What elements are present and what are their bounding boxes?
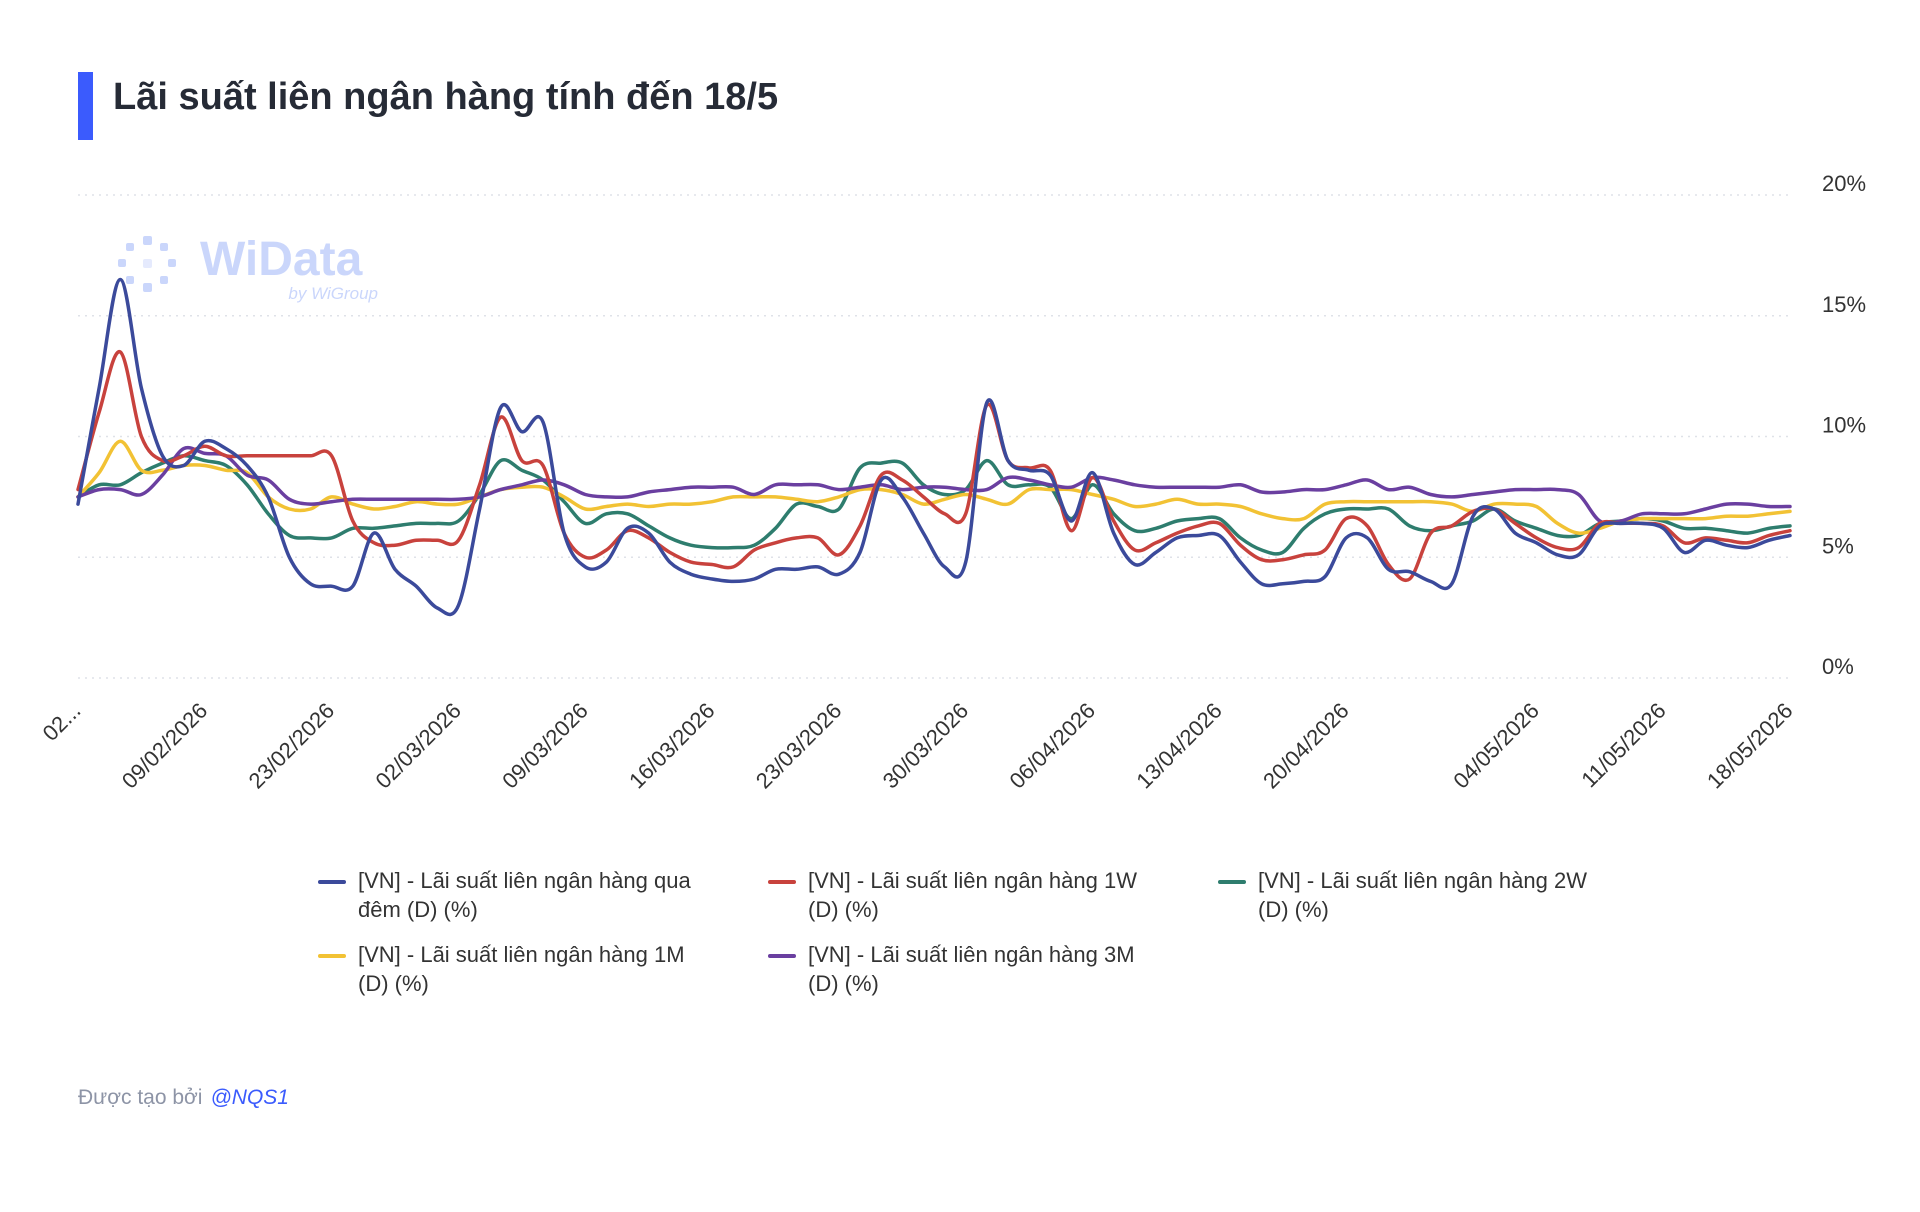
legend-swatch (318, 880, 346, 884)
legend-swatch (768, 880, 796, 884)
x-tick-label: 02/03/2026 (370, 698, 466, 794)
y-tick-label: 20% (1822, 171, 1866, 196)
series-line-0[interactable] (76, 277, 1792, 617)
x-tick-label: 11/05/2026 (1576, 698, 1670, 792)
x-tick-label: 20/04/2026 (1258, 698, 1354, 794)
series-line-3[interactable] (76, 439, 1792, 535)
series-line-1[interactable] (76, 350, 1792, 582)
x-tick-label: 18/05/2026 (1702, 698, 1798, 794)
watermark-sub: by WiGroup (288, 284, 378, 303)
y-tick-label: 0% (1822, 654, 1854, 679)
title-accent-bar (78, 72, 93, 140)
x-tick-label: 13/04/2026 (1131, 698, 1227, 794)
y-tick-label: 15% (1822, 292, 1866, 317)
x-tick-label: 23/02/2026 (244, 698, 340, 794)
series-lines (76, 277, 1792, 617)
legend-label: [VN] - Lãi suất liên ngân hàng qua đêm (… (358, 868, 691, 922)
legend-label: [VN] - Lãi suất liên ngân hàng 1W (D) (%… (808, 868, 1137, 922)
legend-swatch (768, 954, 796, 958)
series-line-4[interactable] (76, 445, 1792, 526)
y-axis: 20% 15% 10% 5% 0% (1822, 171, 1866, 679)
widata-logo-icon (118, 236, 176, 292)
legend-label: [VN] - Lãi suất liên ngân hàng 2W (D) (%… (1258, 868, 1587, 922)
legend-swatch (318, 954, 346, 958)
x-tick-label: 04/05/2026 (1448, 698, 1544, 794)
legend-label: [VN] - Lãi suất liên ngân hàng 1M (D) (%… (358, 942, 685, 996)
y-tick-label: 5% (1822, 533, 1854, 558)
widata-watermark: WiData by WiGroup (118, 233, 378, 303)
x-tick-label: 23/03/2026 (751, 698, 847, 794)
legend-label: [VN] - Lãi suất liên ngân hàng 3M (D) (%… (808, 942, 1135, 996)
x-tick-label: 06/04/2026 (1005, 698, 1101, 794)
x-tick-label: 16/03/2026 (624, 698, 720, 794)
x-tick-label: 09/03/2026 (497, 698, 593, 794)
x-tick-label: 30/03/2026 (878, 698, 974, 794)
y-tick-label: 10% (1822, 413, 1866, 438)
page-title: Lãi suất liên ngân hàng tính đến 18/5 (113, 76, 779, 118)
footer-handle-link[interactable]: @NQS1 (210, 1086, 289, 1109)
x-tick-label: 02... (38, 698, 86, 746)
legend-swatch (1218, 880, 1246, 884)
footer-credit: Được tạo bởi @NQS1 (78, 1086, 289, 1110)
x-tick-label: 09/02/2026 (117, 698, 213, 794)
x-axis: 02... 09/02/2026 23/02/2026 02/03/2026 09/03… (38, 698, 1798, 794)
watermark-brand: WiData (200, 233, 363, 286)
footer-prefix: Được tạo bởi (78, 1086, 203, 1109)
